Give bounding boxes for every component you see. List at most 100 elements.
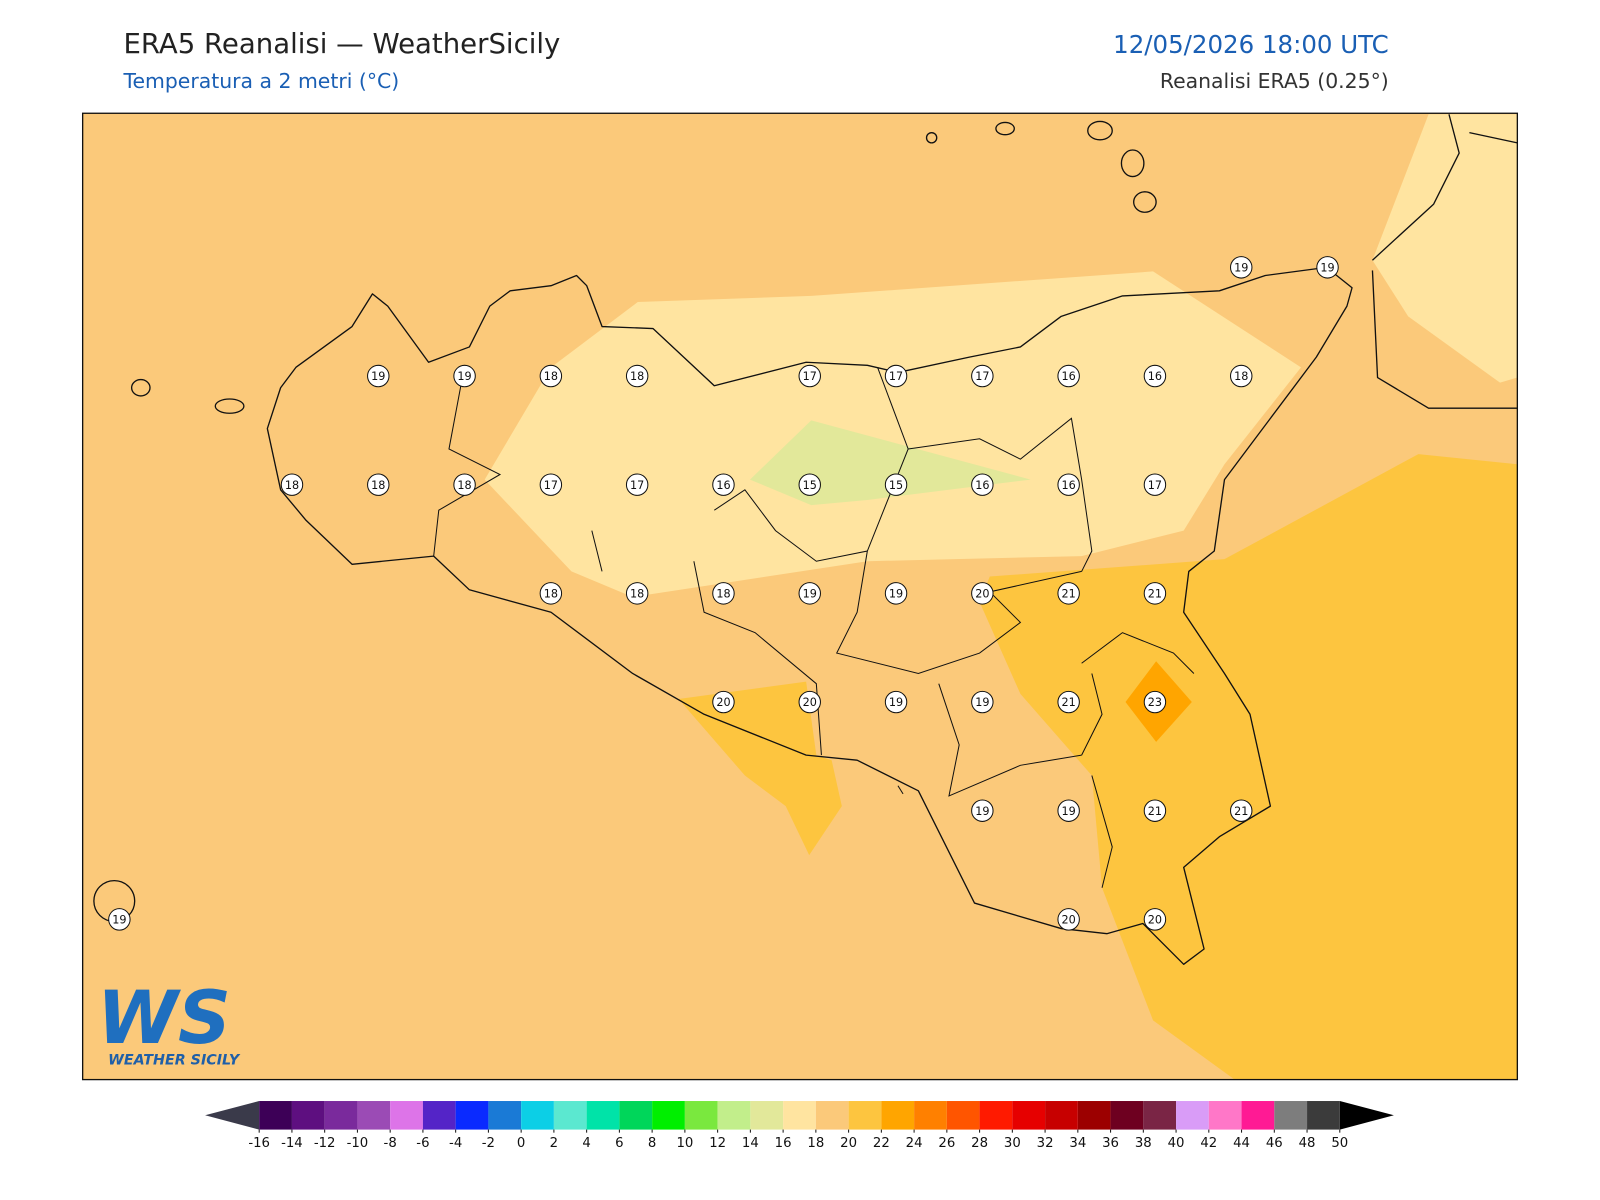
station-marker: [1143, 690, 1167, 714]
colorbar-segment: [783, 1101, 816, 1130]
station-value: 21: [1234, 805, 1248, 818]
station-value: 18: [457, 479, 471, 492]
station-value: 23: [1148, 696, 1162, 709]
colorbar-segment: [652, 1101, 685, 1130]
station-marker: [971, 799, 994, 822]
colorbar-label: 4: [582, 1136, 590, 1151]
datetime: 12/05/2026 18:00 UTC: [1113, 30, 1389, 59]
station-value: 17: [544, 479, 558, 492]
station-layer: 19 19 19 19 18 18 17 17 17 16 16 18 18 18 18 17 17 16 15 15…: [108, 256, 1339, 931]
station-value: 17: [1148, 479, 1162, 492]
station-value: 17: [975, 370, 989, 383]
colorbar-segment: [815, 1101, 849, 1130]
colorbar-segment: [455, 1101, 489, 1130]
station-marker: [798, 690, 821, 714]
station-value: 18: [630, 587, 644, 600]
station-value: 19: [371, 370, 385, 383]
station-value: 18: [544, 587, 558, 600]
colorbar-label: -4: [449, 1136, 462, 1151]
colorbar-label: 50: [1331, 1136, 1348, 1151]
colorbar-label: 12: [709, 1136, 726, 1151]
station-marker: [798, 473, 821, 496]
station-marker: [625, 364, 649, 388]
colorbar-label: -10: [347, 1136, 369, 1151]
station-marker: [539, 364, 563, 388]
station-marker: [971, 582, 994, 605]
station-value: 19: [1062, 805, 1076, 818]
station-value: 16: [1062, 370, 1076, 383]
station-value: 16: [975, 479, 989, 492]
colorbar-under: [205, 1101, 260, 1130]
station-marker: [453, 473, 476, 496]
colorbar-segment: [848, 1101, 882, 1130]
field: [82, 113, 1518, 1080]
station-value: 18: [1234, 370, 1248, 383]
station-value: 19: [803, 587, 817, 600]
colorbar-segment: [1307, 1101, 1340, 1130]
colorbar-segment: [357, 1101, 391, 1130]
station-value: 16: [1148, 370, 1162, 383]
station-marker: [1143, 582, 1167, 605]
station-value: 18: [285, 479, 299, 492]
colorbar-segment: [390, 1101, 423, 1130]
station-value: 20: [803, 696, 817, 709]
colorbar-label: 38: [1135, 1136, 1152, 1151]
station-value: 15: [889, 479, 903, 492]
colorbar-label: 34: [1069, 1136, 1086, 1151]
colorbar-label: -16: [248, 1136, 270, 1151]
colorbar-label: 40: [1168, 1136, 1185, 1151]
colorbar-label: 18: [807, 1136, 824, 1151]
colorbar-label: -12: [314, 1136, 336, 1151]
colorbar-label: 44: [1233, 1136, 1250, 1151]
colorbar-label: -8: [384, 1136, 397, 1151]
colorbar-label: 26: [938, 1136, 955, 1151]
station-marker: [108, 908, 131, 931]
station-value: 19: [889, 587, 903, 600]
colorbar-segment: [521, 1101, 554, 1130]
station-marker: [971, 473, 994, 496]
station-marker: [1230, 799, 1253, 822]
station-marker: [712, 473, 735, 496]
colorbar-label: 28: [971, 1136, 988, 1151]
station-value: 20: [1062, 913, 1076, 926]
colorbar-label: 24: [906, 1136, 923, 1151]
station-value: 19: [1234, 261, 1248, 274]
colorbar-segment: [1012, 1101, 1046, 1130]
station-marker: [625, 582, 649, 605]
colorbar-segment: [619, 1101, 653, 1130]
colorbar-segment: [553, 1101, 587, 1130]
station-marker: [1316, 256, 1339, 279]
colorbar-segment: [1045, 1101, 1078, 1130]
colorbar-segment: [684, 1101, 718, 1130]
station-value: 21: [1148, 587, 1162, 600]
colorbar-label: 46: [1266, 1136, 1283, 1151]
logo-mark: WS: [97, 976, 231, 1061]
colorbar-segment: [422, 1101, 456, 1130]
station-marker: [1057, 364, 1080, 388]
colorbar-label: 20: [840, 1136, 857, 1151]
colorbar-segment: [1143, 1101, 1177, 1130]
station-marker: [1143, 364, 1167, 388]
station-marker: [1057, 582, 1080, 605]
station-value: 19: [889, 696, 903, 709]
colorbar-label: -14: [281, 1136, 303, 1151]
logo: WS WEATHER SICILY: [97, 976, 241, 1068]
station-marker: [367, 473, 390, 496]
station-value: 19: [112, 913, 126, 926]
logo-name: WEATHER SICILY: [108, 1052, 241, 1068]
station-marker: [1143, 799, 1167, 822]
colorbar-label: 22: [873, 1136, 890, 1151]
station-marker: [1057, 690, 1080, 714]
station-value: 15: [803, 479, 817, 492]
colorbar-label: 42: [1200, 1136, 1217, 1151]
station-value: 20: [975, 587, 989, 600]
station-marker: [798, 364, 821, 388]
station-value: 18: [371, 479, 385, 492]
station-value: 19: [975, 696, 989, 709]
station-marker: [884, 582, 908, 605]
subtitle: Temperatura a 2 metri (°C): [122, 69, 399, 93]
colorbar-label: -6: [416, 1136, 429, 1151]
station-marker: [1230, 364, 1253, 388]
